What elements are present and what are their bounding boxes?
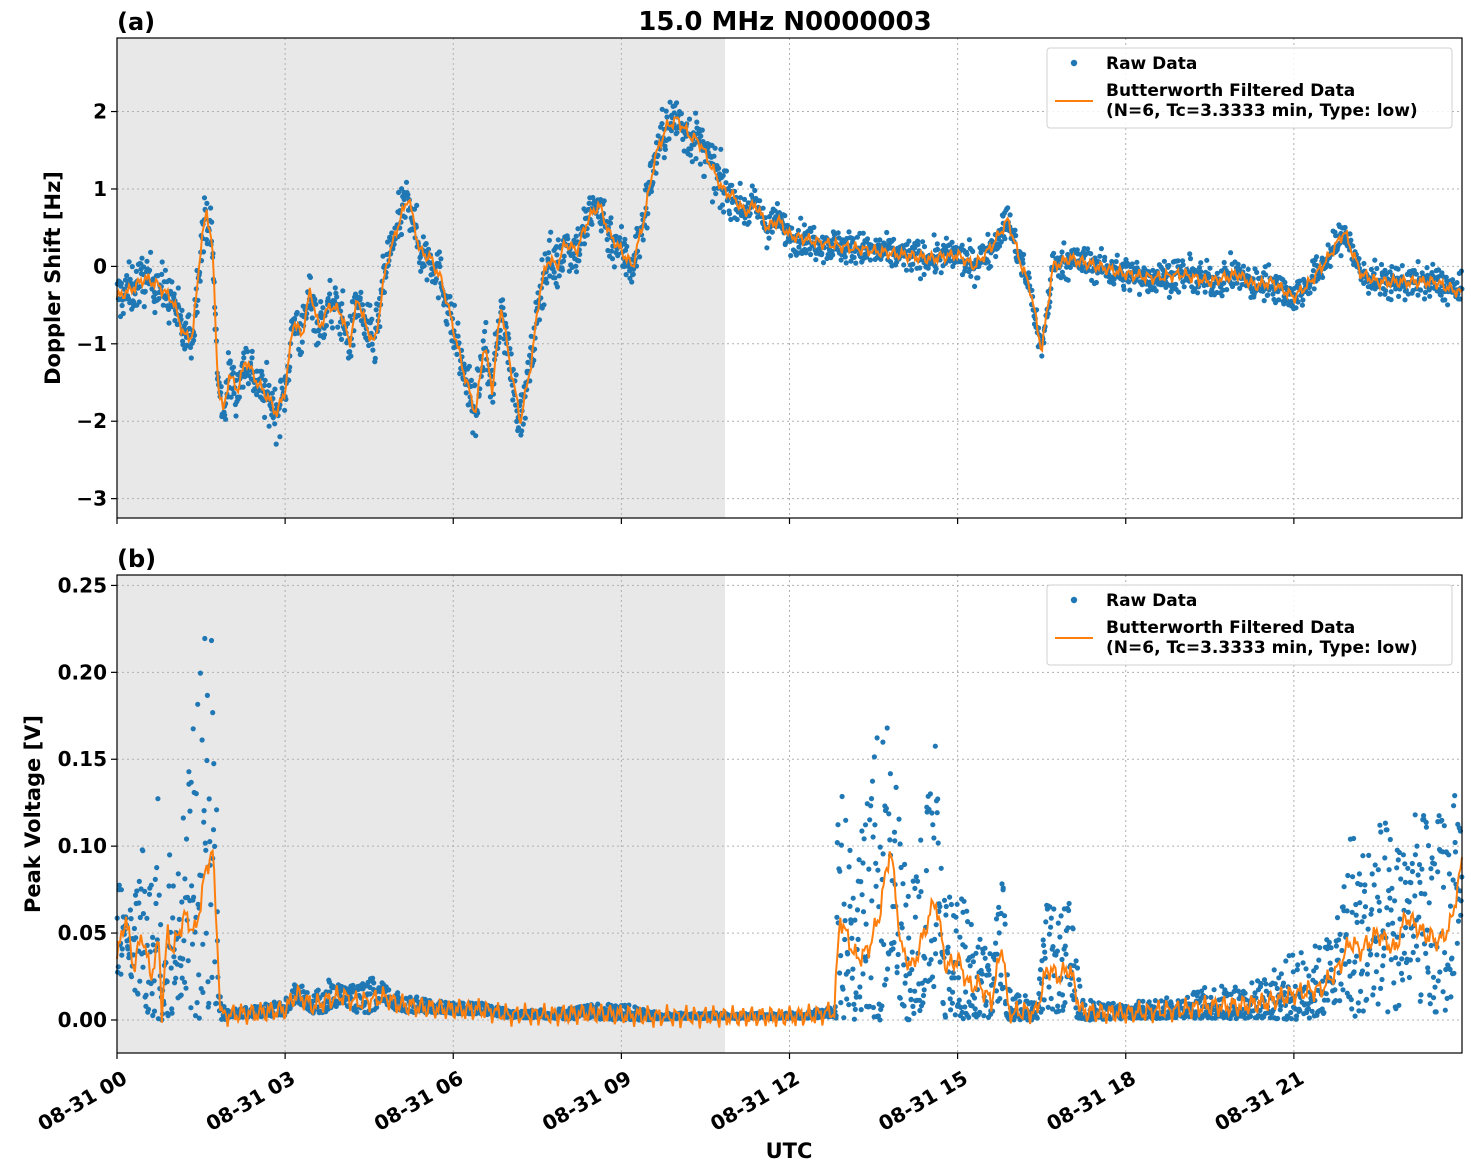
x-tick-label: 08-31 03 [202, 1066, 300, 1136]
y-tick-label: 0.00 [58, 1008, 107, 1032]
legend-filtered-label-a: Butterworth Filtered Data [1106, 81, 1355, 101]
x-ticks-a [116, 518, 1295, 524]
y-tick-label: −1 [76, 332, 107, 356]
legend-raw-label-a: Raw Data [1106, 54, 1197, 74]
y-tick-label: 0.05 [58, 921, 107, 945]
x-tick-label: 08-31 15 [874, 1066, 972, 1136]
y-ticks-b: 0.00 0.05 0.10 0.15 0.20 0.25 [58, 573, 117, 1032]
legend-box-b [1046, 584, 1453, 666]
y-ticks-a: −3 −2 −1 0 1 2 [76, 100, 117, 511]
legend-filtered-label-b: Butterworth Filtered Data [1106, 618, 1355, 638]
y-tick-label: 0.25 [58, 573, 107, 597]
x-tick-label: 08-31 21 [1210, 1066, 1308, 1136]
legend-filtered-params-b: (N=6, Tc=3.3333 min, Type: low) [1106, 638, 1418, 658]
filtered-line-b [116, 848, 1463, 1029]
shaded-region-a [117, 38, 726, 518]
legend-b: Raw Data Butterworth Filtered Data (N=6,… [1046, 584, 1453, 666]
y-tick-label: 0.15 [58, 747, 107, 771]
y-tick-label: 2 [93, 100, 107, 124]
y-tick-label: 0.10 [58, 834, 107, 858]
y-tick-label: 0.20 [58, 660, 107, 684]
panel-b: 0.000.050.100.150.200.25 08-31 00 08-31 0… [21, 545, 1465, 1136]
filtered-line-a [116, 116, 1463, 424]
legend-raw-marker-a [1070, 59, 1078, 67]
x-tick-label: 08-31 06 [370, 1066, 468, 1136]
legend-raw-marker-b [1070, 596, 1078, 604]
legend-filtered-params-a: (N=6, Tc=3.3333 min, Type: low) [1106, 101, 1418, 121]
x-tick-label: 08-31 12 [706, 1066, 804, 1136]
figure-title: 15.0 MHz N0000003 [638, 7, 931, 37]
x-ticks-b: 08-31 00 08-31 03 08-31 06 08-31 09 08-31 12… [34, 1053, 1308, 1136]
x-tick-label: 08-31 00 [34, 1066, 132, 1136]
y-tick-label: −3 [76, 487, 107, 511]
y-tick-label: 0 [93, 254, 107, 278]
legend-a: Raw Data Butterworth Filtered Data (N=6,… [1046, 47, 1453, 129]
y-tick-label: −2 [76, 409, 107, 433]
legend-raw-label-b: Raw Data [1106, 591, 1197, 611]
x-axis-label: UTC [766, 1139, 813, 1163]
legend-box-a [1046, 47, 1453, 129]
y-tick-label: 1 [93, 177, 107, 201]
panel-label-a: (a) [117, 8, 155, 36]
x-tick-label: 08-31 18 [1042, 1066, 1140, 1136]
y-axis-label-a: Doppler Shift [Hz] [41, 171, 65, 385]
y-axis-label-b: Peak Voltage [V] [21, 715, 45, 913]
panel-label-b: (b) [117, 545, 156, 573]
panel-a: −3 −2 −1 0 1 2 (a) Doppler Shift [Hz] Raw Dat… [41, 8, 1465, 524]
x-tick-label: 08-31 09 [538, 1066, 636, 1136]
